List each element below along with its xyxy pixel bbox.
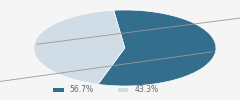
Text: A.I.: A.I. <box>0 52 213 90</box>
Text: WHITE: WHITE <box>37 10 240 44</box>
Bar <box>53 88 64 92</box>
Wedge shape <box>34 10 125 84</box>
Wedge shape <box>98 10 216 86</box>
Bar <box>118 88 128 92</box>
Text: 43.3%: 43.3% <box>134 86 159 94</box>
Text: 56.7%: 56.7% <box>70 86 94 94</box>
